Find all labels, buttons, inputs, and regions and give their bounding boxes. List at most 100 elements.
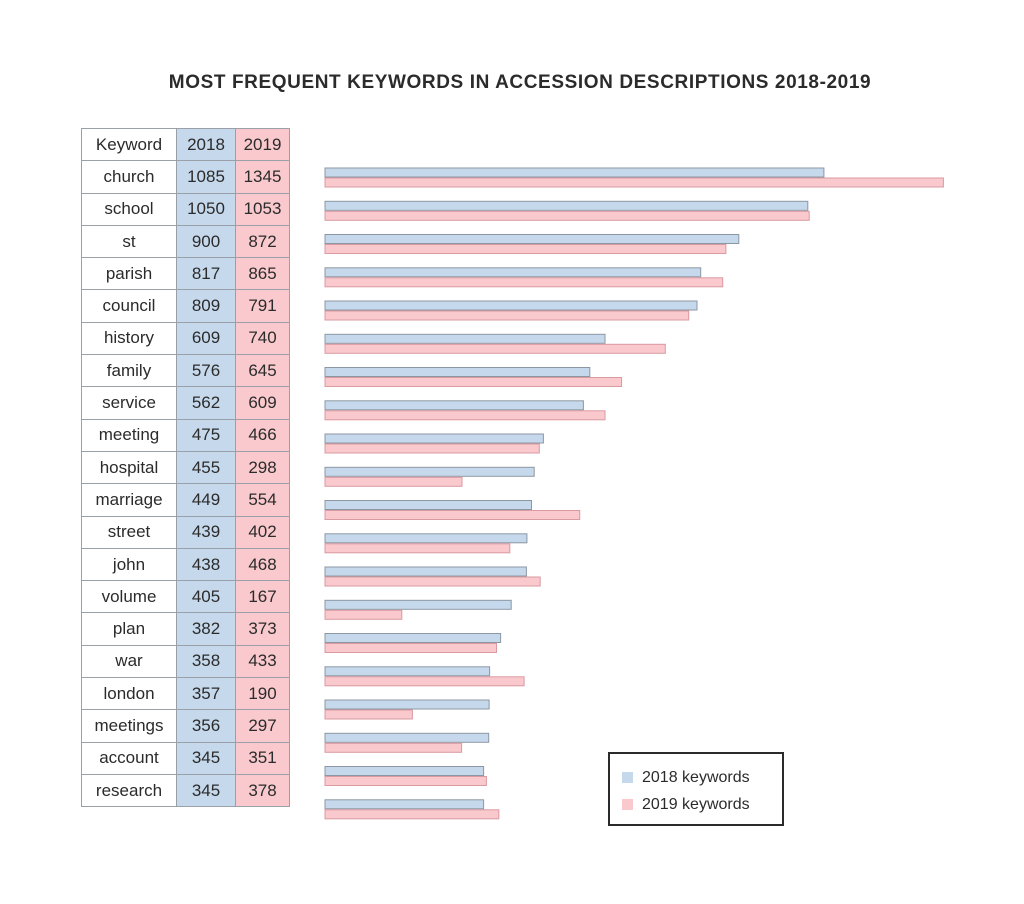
bar-2018-church	[324, 167, 825, 178]
value-2018-cell: 345	[176, 773, 236, 808]
table-row: account 345 351	[81, 741, 290, 775]
value-2018-cell: 357	[176, 677, 236, 711]
table-row: war 358 433	[81, 644, 290, 679]
bar-2018-street	[324, 533, 528, 544]
keyword-cell: london	[81, 677, 177, 711]
value-2018-cell: 358	[176, 644, 236, 679]
table-header-row: Keyword 2018 2019	[81, 127, 290, 162]
keyword-cell: meetings	[81, 709, 177, 743]
bar-2018-hospital	[324, 466, 535, 477]
bar-2019-council	[324, 310, 690, 321]
bar-2018-family	[324, 367, 591, 377]
bar-2019-family	[324, 377, 623, 387]
bar-2019-school	[324, 210, 810, 221]
bar-2019-marriage	[324, 510, 581, 520]
value-2019-cell: 466	[235, 418, 290, 452]
bar-2018-account	[324, 766, 485, 776]
table-row: meetings 356 297	[81, 709, 290, 743]
bar-2019-plan	[324, 643, 497, 653]
keyword-cell: st	[81, 224, 177, 259]
header-2018: 2018	[176, 127, 236, 162]
keyword-cell: war	[81, 644, 177, 679]
value-2019-cell: 554	[235, 483, 290, 517]
value-2018-cell: 576	[176, 354, 236, 388]
value-2019-cell: 402	[235, 515, 290, 549]
keyword-cell: account	[81, 741, 177, 775]
table-row: church 1085 1345	[81, 160, 290, 194]
bar-2018-john	[324, 566, 527, 577]
legend-item-2018: 2018 keywords	[622, 768, 750, 788]
bar-2018-marriage	[324, 500, 532, 510]
bar-2019-meetings	[324, 742, 463, 753]
value-2019-cell: 791	[235, 289, 290, 323]
value-2018-cell: 382	[176, 612, 236, 646]
keyword-cell: church	[81, 160, 177, 194]
header-2019: 2019	[235, 127, 290, 162]
table-row: hospital 455 298	[81, 450, 290, 485]
bar-2019-hospital	[324, 476, 463, 487]
legend-label-2019: 2019 keywords	[642, 796, 750, 813]
legend-swatch-2018	[622, 772, 633, 784]
value-2019-cell: 1053	[235, 192, 290, 226]
table-row: meeting 475 466	[81, 418, 290, 452]
keyword-cell: research	[81, 773, 177, 808]
value-2018-cell: 455	[176, 450, 236, 485]
value-2018-cell: 562	[176, 386, 236, 420]
bar-2019-research	[324, 809, 500, 820]
value-2018-cell: 475	[176, 418, 236, 452]
bar-2018-service	[324, 400, 584, 411]
bar-2019-church	[324, 177, 944, 188]
keyword-cell: john	[81, 547, 177, 582]
value-2019-cell: 297	[235, 709, 290, 743]
bar-2018-st	[324, 234, 740, 244]
table-row: london 357 190	[81, 677, 290, 711]
value-2019-cell: 609	[235, 386, 290, 420]
bar-2018-history	[324, 333, 606, 344]
legend-item-2019: 2019 keywords	[622, 795, 750, 815]
bar-2018-plan	[324, 633, 502, 643]
bar-2018-school	[324, 200, 809, 211]
table-row: street 439 402	[81, 515, 290, 549]
keyword-cell: marriage	[81, 483, 177, 517]
bar-2019-war	[324, 676, 525, 687]
bar-2018-research	[324, 799, 485, 810]
table-row: plan 382 373	[81, 612, 290, 646]
table-row: st 900 872	[81, 224, 290, 259]
value-2019-cell: 190	[235, 677, 290, 711]
bar-2019-account	[324, 776, 487, 786]
keyword-cell: plan	[81, 612, 177, 646]
keyword-cell: service	[81, 386, 177, 420]
value-2018-cell: 405	[176, 580, 236, 614]
value-2018-cell: 439	[176, 515, 236, 549]
bar-2018-parish	[324, 267, 702, 278]
table-row: family 576 645	[81, 354, 290, 388]
table-row: council 809 791	[81, 289, 290, 323]
table-row: marriage 449 554	[81, 483, 290, 517]
value-2019-cell: 468	[235, 547, 290, 582]
value-2018-cell: 900	[176, 224, 236, 259]
value-2019-cell: 373	[235, 612, 290, 646]
keyword-table: Keyword 2018 2019 church 1085 1345 school 1050 1…	[81, 127, 290, 808]
bar-2019-london	[324, 709, 413, 720]
value-2019-cell: 740	[235, 321, 290, 356]
bar-2019-st	[324, 244, 727, 254]
legend: 2018 keywords 2019 keywords	[608, 752, 784, 826]
bar-2018-war	[324, 666, 491, 677]
bar-2019-history	[324, 343, 666, 354]
bar-2019-street	[324, 543, 511, 554]
bar-2019-john	[324, 576, 541, 587]
keyword-cell: street	[81, 515, 177, 549]
value-2019-cell: 433	[235, 644, 290, 679]
keyword-cell: family	[81, 354, 177, 388]
value-2019-cell: 645	[235, 354, 290, 388]
bar-2018-council	[324, 300, 698, 311]
keyword-cell: history	[81, 321, 177, 356]
chart-title: MOST FREQUENT KEYWORDS IN ACCESSION DESC…	[168, 72, 872, 93]
value-2019-cell: 167	[235, 580, 290, 614]
value-2018-cell: 1085	[176, 160, 236, 194]
bar-2018-meeting	[324, 433, 544, 444]
table-row: research 345 378	[81, 773, 290, 808]
value-2018-cell: 609	[176, 321, 236, 356]
bar-2019-parish	[324, 277, 724, 288]
